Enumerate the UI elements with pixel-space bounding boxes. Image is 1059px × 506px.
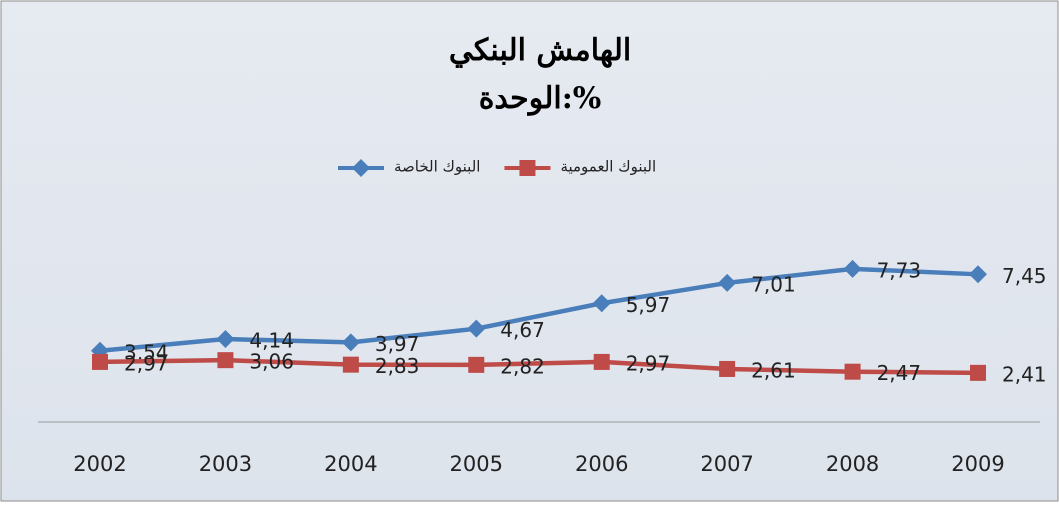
marker xyxy=(719,360,736,377)
data-label: 2,82 xyxy=(500,354,545,378)
marker xyxy=(341,333,360,352)
marker xyxy=(593,353,610,370)
legend-label: البنوك العمومية xyxy=(560,158,656,176)
data-label: 5,97 xyxy=(626,293,671,317)
marker xyxy=(217,352,234,369)
data-label: 2,97 xyxy=(124,351,169,375)
chart-title: الهامش البنكي xyxy=(449,33,631,68)
marker xyxy=(519,160,536,176)
data-label: 3,06 xyxy=(249,350,294,374)
marker xyxy=(843,259,862,278)
x-tick-label: 2004 xyxy=(324,452,377,476)
data-label: 4,67 xyxy=(500,318,545,342)
marker xyxy=(592,294,611,313)
data-label: 7,45 xyxy=(1002,264,1047,288)
data-label: 7,01 xyxy=(751,272,796,296)
marker xyxy=(970,364,986,381)
marker xyxy=(969,265,987,284)
chart-subtitle: الوحدة:% xyxy=(479,81,602,116)
marker xyxy=(844,363,861,380)
data-label: 2,97 xyxy=(626,351,671,375)
data-label: 2,47 xyxy=(877,361,922,385)
data-label: 3,97 xyxy=(375,332,420,356)
series-line xyxy=(99,266,979,354)
marker xyxy=(468,356,485,373)
data-label: 4,14 xyxy=(249,329,294,353)
series-line xyxy=(99,357,979,376)
x-tick-label: 2008 xyxy=(826,452,879,476)
x-tick-label: 2007 xyxy=(700,452,753,476)
marker xyxy=(718,273,737,292)
x-tick-label: 2002 xyxy=(73,452,126,476)
data-label: 2,41 xyxy=(1002,362,1047,386)
x-tick-label: 2009 xyxy=(951,452,1004,476)
marker xyxy=(352,159,370,177)
x-tick-label: 2006 xyxy=(575,452,628,476)
data-label: 2,61 xyxy=(751,358,796,382)
marker xyxy=(92,353,108,370)
marker xyxy=(467,319,486,338)
data-label: 7,73 xyxy=(877,258,922,282)
marker xyxy=(216,330,235,349)
data-label: 2,83 xyxy=(375,354,420,378)
marker xyxy=(342,356,359,373)
legend-label: البنوك الخاصة xyxy=(394,158,480,176)
x-tick-label: 2003 xyxy=(199,452,252,476)
x-tick-label: 2005 xyxy=(450,452,503,476)
